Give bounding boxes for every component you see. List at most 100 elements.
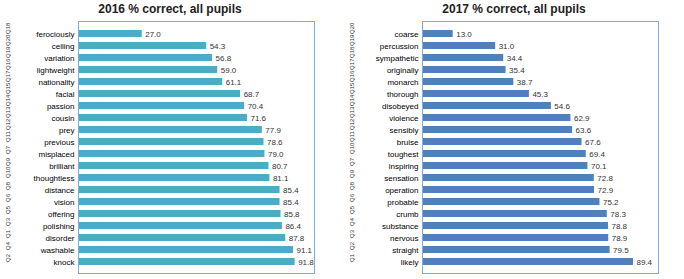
svg-text:Q20: Q20 bbox=[349, 22, 355, 34]
svg-text:prey: prey bbox=[59, 126, 75, 135]
svg-text:Q9: Q9 bbox=[349, 169, 355, 178]
svg-text:67.6: 67.6 bbox=[585, 138, 601, 147]
svg-text:34.4: 34.4 bbox=[507, 54, 523, 63]
svg-text:70.1: 70.1 bbox=[591, 162, 607, 171]
svg-text:ceiling: ceiling bbox=[52, 42, 75, 51]
svg-text:Q14: Q14 bbox=[349, 94, 355, 106]
svg-text:Q10: Q10 bbox=[349, 142, 355, 154]
svg-text:Q3: Q3 bbox=[349, 229, 355, 238]
svg-text:Q4: Q4 bbox=[5, 241, 11, 250]
svg-text:nationality: nationality bbox=[38, 78, 74, 87]
svg-text:Q7: Q7 bbox=[5, 145, 11, 154]
svg-text:38.7: 38.7 bbox=[517, 78, 533, 87]
svg-text:81.1: 81.1 bbox=[273, 174, 289, 183]
svg-text:35.4: 35.4 bbox=[509, 66, 525, 75]
svg-text:Q11: Q11 bbox=[349, 130, 355, 142]
svg-text:27.0: 27.0 bbox=[145, 30, 161, 39]
svg-text:70.4: 70.4 bbox=[248, 102, 264, 111]
svg-text:Q18: Q18 bbox=[349, 46, 355, 58]
svg-text:54.6: 54.6 bbox=[554, 102, 570, 111]
svg-text:brilliant: brilliant bbox=[49, 162, 75, 171]
svg-text:cousin: cousin bbox=[51, 114, 74, 123]
svg-text:85.4: 85.4 bbox=[283, 198, 299, 207]
svg-text:31.0: 31.0 bbox=[499, 42, 515, 51]
svg-text:85.4: 85.4 bbox=[283, 186, 299, 195]
svg-text:misplaced: misplaced bbox=[38, 150, 74, 159]
svg-text:disobeyed: disobeyed bbox=[382, 102, 418, 111]
svg-text:originally: originally bbox=[387, 66, 419, 75]
svg-text:45.3: 45.3 bbox=[532, 90, 548, 99]
svg-text:Q8: Q8 bbox=[5, 181, 11, 190]
svg-text:lightweight: lightweight bbox=[37, 66, 76, 75]
svg-text:substance: substance bbox=[382, 222, 419, 231]
svg-text:Q15: Q15 bbox=[5, 82, 11, 94]
svg-text:ferociously: ferociously bbox=[36, 30, 74, 39]
svg-text:polishing: polishing bbox=[43, 222, 75, 231]
svg-text:straight: straight bbox=[392, 246, 419, 255]
svg-text:91.8: 91.8 bbox=[298, 258, 314, 267]
svg-text:79.5: 79.5 bbox=[613, 246, 629, 255]
svg-text:percussion: percussion bbox=[380, 42, 419, 51]
svg-text:monarch: monarch bbox=[387, 78, 418, 87]
svg-text:72.9: 72.9 bbox=[598, 186, 614, 195]
svg-text:59.0: 59.0 bbox=[221, 66, 237, 75]
svg-text:knock: knock bbox=[54, 258, 76, 267]
svg-text:thoughtless: thoughtless bbox=[34, 174, 75, 183]
svg-text:Q6: Q6 bbox=[349, 193, 355, 202]
svg-text:toughest: toughest bbox=[388, 150, 419, 159]
svg-text:Q17: Q17 bbox=[349, 58, 355, 70]
svg-text:inspiring: inspiring bbox=[389, 162, 419, 171]
svg-text:Q5: Q5 bbox=[349, 205, 355, 214]
svg-text:77.9: 77.9 bbox=[265, 126, 281, 135]
svg-text:61.1: 61.1 bbox=[226, 78, 242, 87]
svg-text:distance: distance bbox=[45, 186, 75, 195]
svg-text:washable: washable bbox=[40, 246, 75, 255]
svg-text:Q8: Q8 bbox=[349, 181, 355, 190]
svg-text:Q12: Q12 bbox=[349, 118, 355, 130]
svg-text:Q1: Q1 bbox=[349, 253, 355, 262]
svg-text:Q16: Q16 bbox=[5, 58, 11, 70]
svg-text:passion: passion bbox=[47, 102, 75, 111]
svg-text:71.6: 71.6 bbox=[250, 114, 266, 123]
svg-text:Q9: Q9 bbox=[5, 157, 11, 166]
svg-text:87.8: 87.8 bbox=[289, 234, 305, 243]
svg-text:80.7: 80.7 bbox=[272, 162, 288, 171]
svg-text:13.0: 13.0 bbox=[456, 30, 472, 39]
svg-text:78.6: 78.6 bbox=[267, 138, 283, 147]
svg-text:thorough: thorough bbox=[387, 90, 419, 99]
svg-text:Q15: Q15 bbox=[349, 82, 355, 94]
svg-text:likely: likely bbox=[401, 258, 419, 267]
svg-text:Q20: Q20 bbox=[5, 34, 11, 46]
svg-text:offering: offering bbox=[48, 210, 75, 219]
svg-text:previous: previous bbox=[44, 138, 74, 147]
svg-text:Q16: Q16 bbox=[349, 70, 355, 82]
svg-text:68.7: 68.7 bbox=[244, 90, 260, 99]
svg-text:72.8: 72.8 bbox=[597, 174, 613, 183]
svg-text:56.8: 56.8 bbox=[216, 54, 232, 63]
svg-text:Q19: Q19 bbox=[5, 46, 11, 58]
svg-text:75.2: 75.2 bbox=[603, 198, 619, 207]
svg-text:Q3: Q3 bbox=[5, 217, 11, 226]
svg-text:sensation: sensation bbox=[384, 174, 418, 183]
svg-text:54.3: 54.3 bbox=[210, 42, 226, 51]
svg-text:89.4: 89.4 bbox=[636, 258, 652, 267]
svg-text:sympathetic: sympathetic bbox=[376, 54, 419, 63]
svg-text:variation: variation bbox=[44, 54, 74, 63]
svg-text:coarse: coarse bbox=[394, 30, 419, 39]
svg-text:probable: probable bbox=[387, 198, 419, 207]
svg-text:Q13: Q13 bbox=[5, 106, 11, 118]
svg-text:Q11: Q11 bbox=[5, 130, 11, 142]
svg-text:Q17: Q17 bbox=[5, 70, 11, 82]
svg-text:Q5: Q5 bbox=[5, 205, 11, 214]
svg-text:Q7: Q7 bbox=[349, 157, 355, 166]
svg-text:violence: violence bbox=[389, 114, 419, 123]
svg-text:Q13: Q13 bbox=[349, 106, 355, 118]
svg-text:85.8: 85.8 bbox=[284, 210, 300, 219]
svg-text:facial: facial bbox=[56, 90, 75, 99]
svg-text:bruise: bruise bbox=[397, 138, 419, 147]
svg-text:78.9: 78.9 bbox=[612, 234, 628, 243]
svg-text:Q19: Q19 bbox=[349, 34, 355, 46]
svg-text:78.3: 78.3 bbox=[610, 210, 626, 219]
svg-text:86.4: 86.4 bbox=[285, 222, 301, 231]
svg-text:Q18: Q18 bbox=[5, 22, 11, 34]
